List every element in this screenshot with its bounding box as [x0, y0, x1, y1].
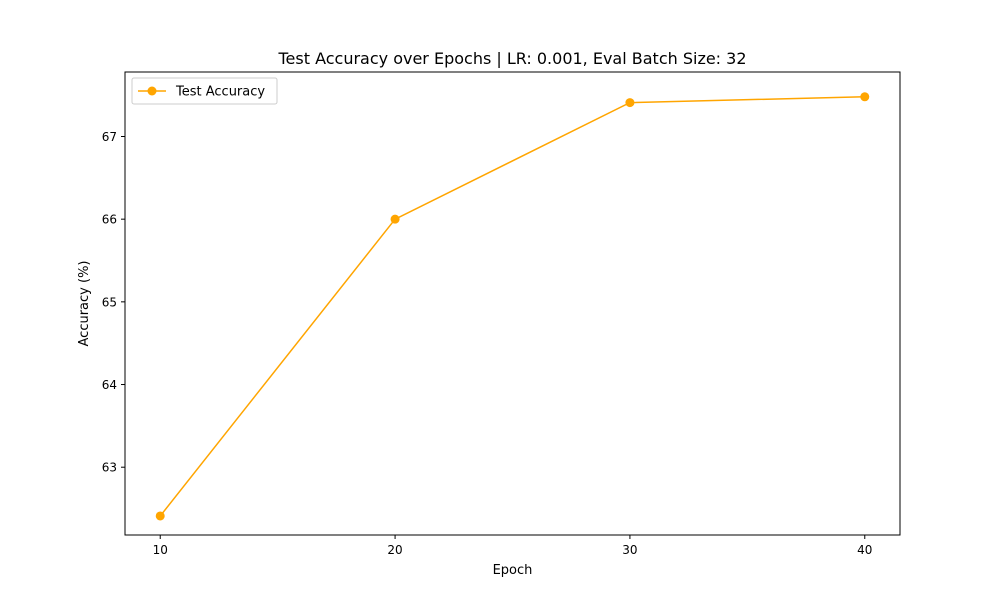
- x-tick-label: 30: [622, 543, 637, 557]
- y-tick-label: 66: [102, 213, 117, 227]
- plot-frame: [124, 71, 901, 536]
- plot-area: [125, 72, 900, 535]
- legend-label: Test Accuracy: [175, 85, 265, 100]
- legend-marker-swatch: [147, 86, 157, 96]
- data-point: [390, 214, 400, 224]
- legend-box: [131, 77, 278, 105]
- x-tick-label: 40: [857, 543, 872, 557]
- y-tick-label: 64: [102, 378, 117, 392]
- data-point: [625, 98, 635, 108]
- series-line-test-accuracy: [159, 96, 865, 517]
- x-tick-label: 10: [153, 543, 168, 557]
- y-tick-label: 65: [102, 295, 117, 309]
- legend: Test Accuracy: [131, 77, 278, 105]
- axis-ticks: 10 20 30 40 63 64 65 66 67: [102, 130, 873, 557]
- y-tick-label: 63: [102, 461, 117, 475]
- series-layer: [155, 92, 870, 521]
- y-axis-label: Accuracy (%): [77, 261, 92, 347]
- y-tick-label: 67: [102, 130, 117, 144]
- x-tick-label: 20: [387, 543, 402, 557]
- data-point: [860, 92, 870, 102]
- chart-title: Test Accuracy over Epochs | LR: 0.001, E…: [277, 49, 746, 68]
- data-point: [155, 511, 165, 521]
- x-axis-label: Epoch: [493, 563, 533, 578]
